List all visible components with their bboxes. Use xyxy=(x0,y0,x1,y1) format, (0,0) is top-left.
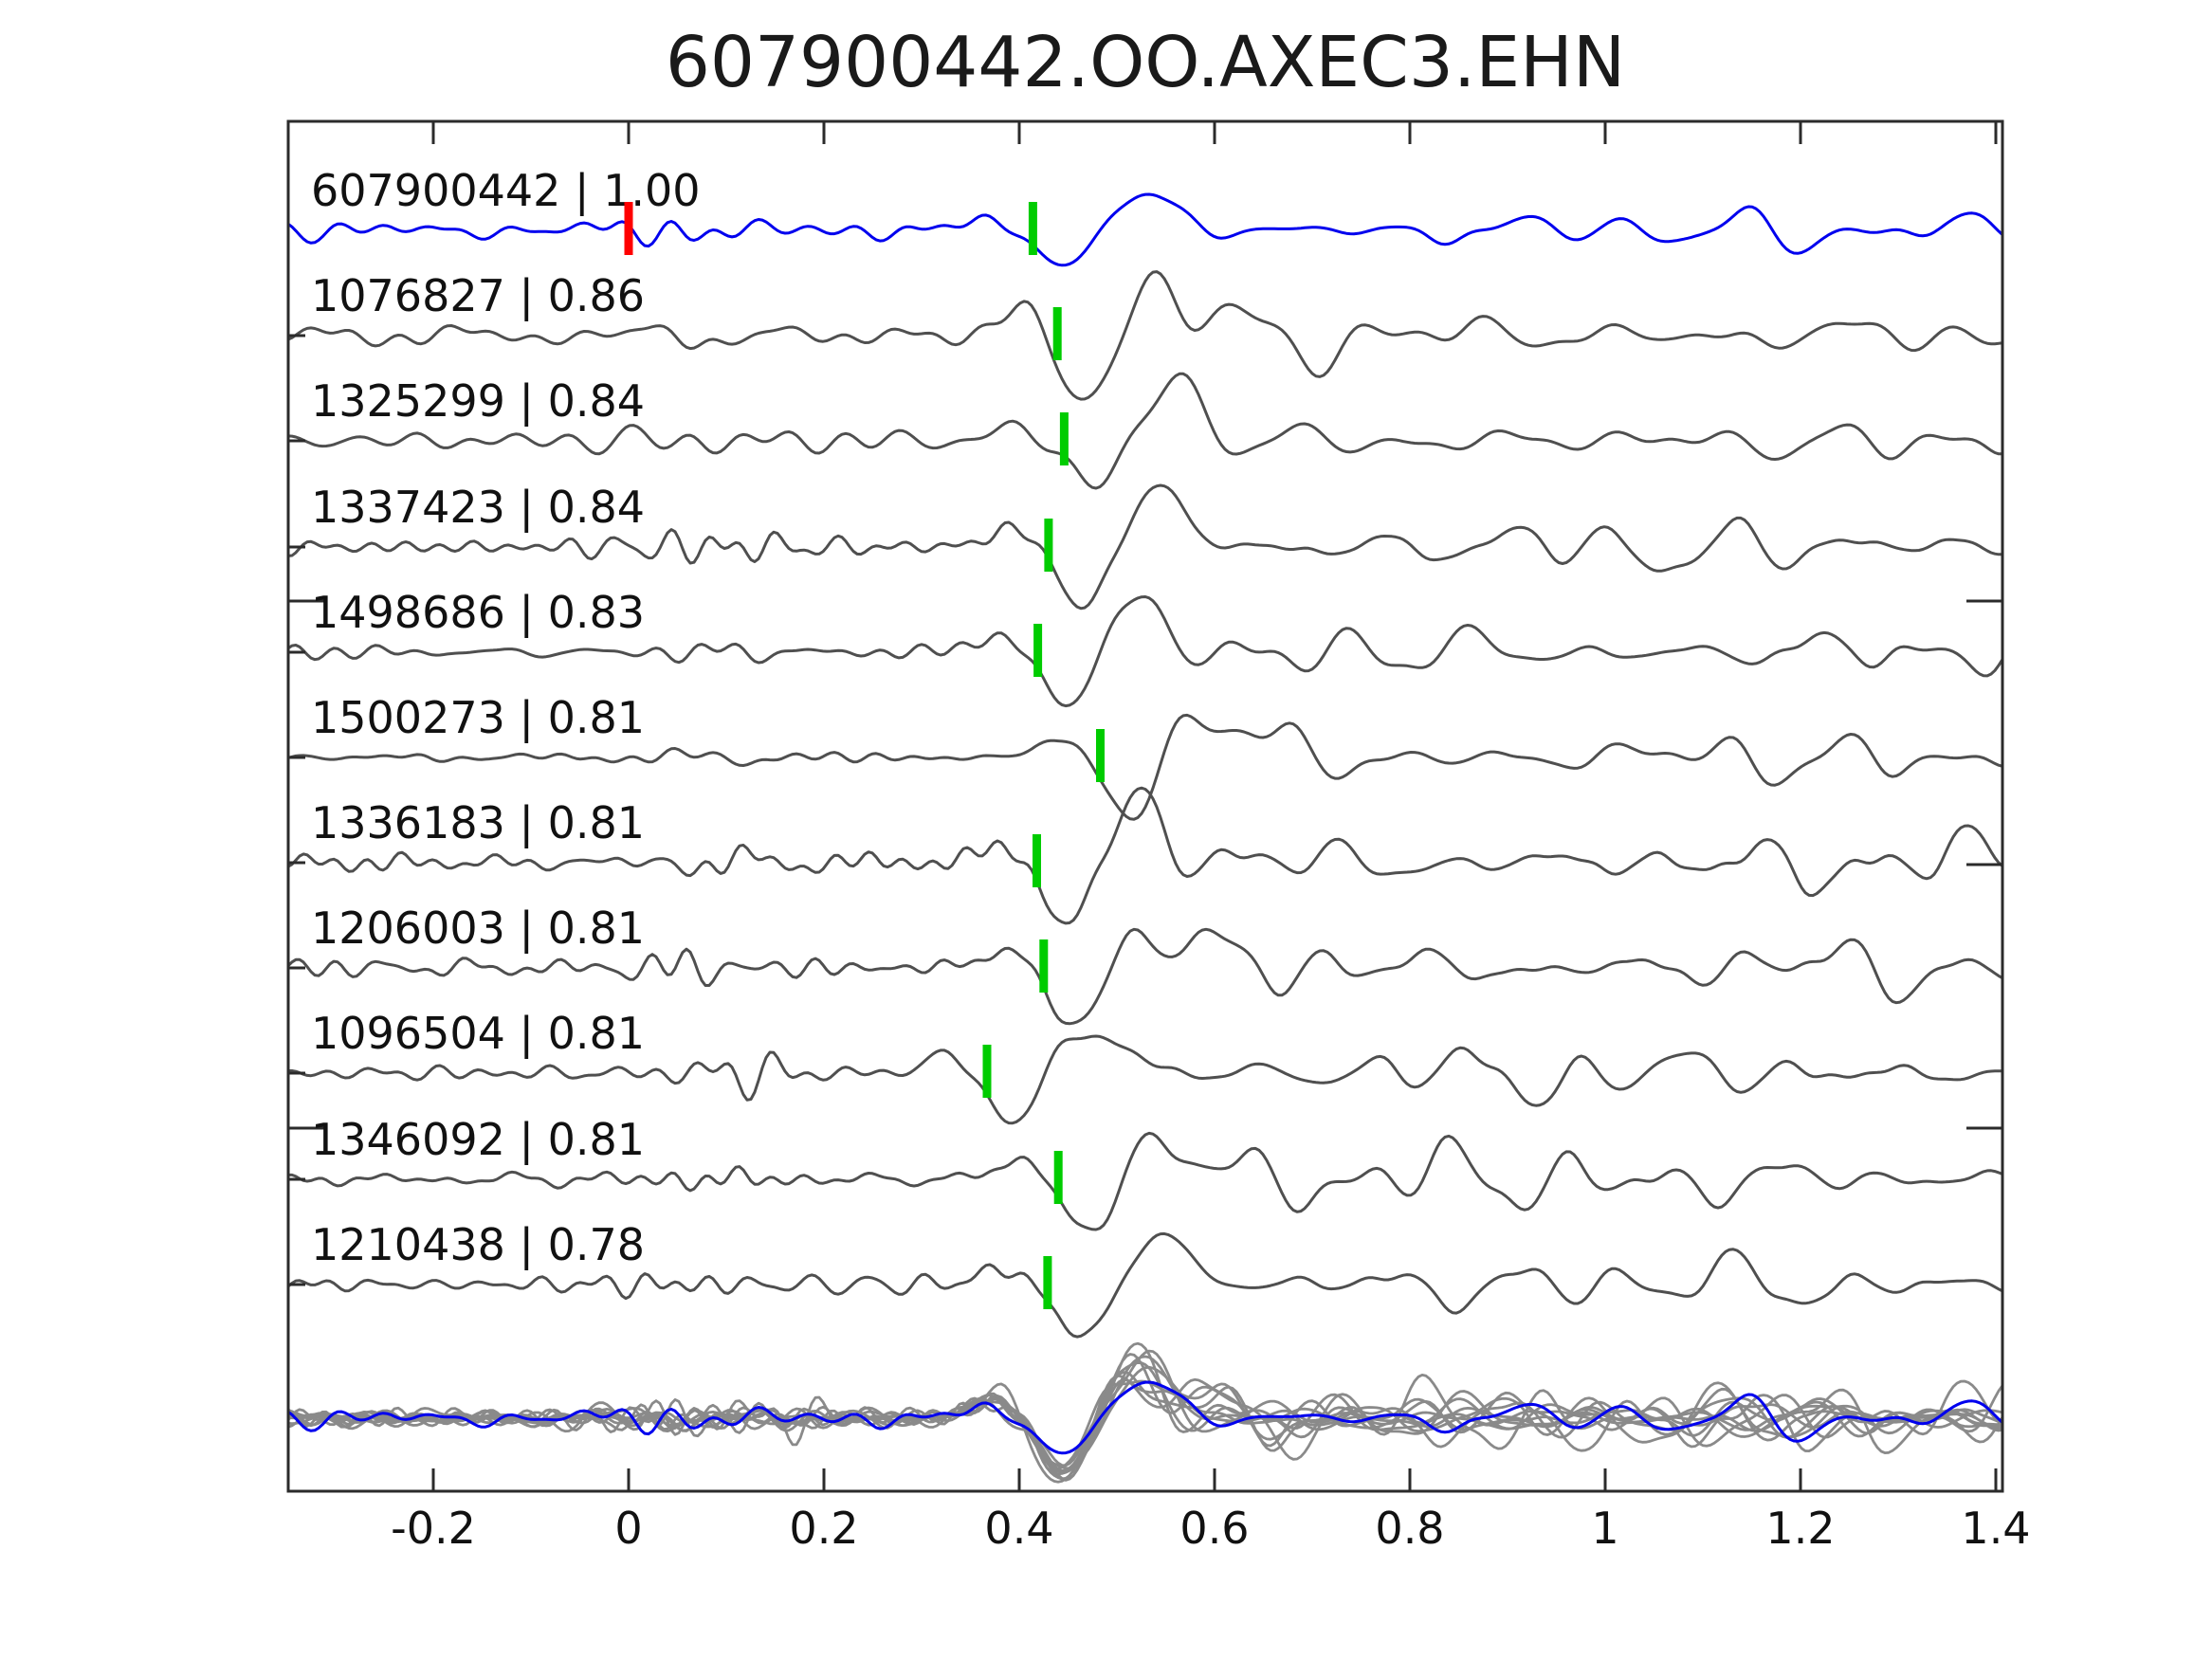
pick-marker-icon xyxy=(1039,939,1049,993)
pick-marker-icon xyxy=(1033,624,1043,677)
matched-trace xyxy=(288,372,2002,490)
x-tick-label: 0.6 xyxy=(1179,1503,1249,1554)
template-trace xyxy=(288,192,2002,267)
figure-title: 607900442.OO.AXEC3.EHN xyxy=(665,22,1626,103)
x-tick-label: 0.8 xyxy=(1375,1503,1444,1554)
reference-marker-icon xyxy=(624,202,633,255)
plot-frame xyxy=(286,119,2004,1493)
trace-label: 1206003 | 0.81 xyxy=(311,902,645,955)
pick-marker-icon xyxy=(982,1045,992,1098)
x-tick-label: -0.2 xyxy=(391,1503,476,1554)
trace-label: 1346092 | 0.81 xyxy=(311,1114,645,1166)
trace-area xyxy=(288,192,2002,1484)
pick-marker-icon xyxy=(1096,729,1105,782)
trace-label: 1337423 | 0.84 xyxy=(311,482,645,534)
trace-label: 1076827 | 0.86 xyxy=(311,270,645,322)
overlay-trace xyxy=(288,1377,2002,1476)
x-tick-label: 1.4 xyxy=(1961,1503,2030,1554)
overlay-template-trace xyxy=(288,1380,2002,1455)
x-tick-label: 0.2 xyxy=(789,1503,858,1554)
pick-marker-icon xyxy=(1053,1151,1063,1204)
trace-label: 1498686 | 0.83 xyxy=(311,587,645,639)
trace-label: 607900442 | 1.00 xyxy=(311,165,701,217)
matched-trace xyxy=(288,786,2002,925)
matched-trace xyxy=(288,1131,2002,1231)
pick-marker-icon xyxy=(1043,1256,1052,1309)
trace-label: 1500273 | 0.81 xyxy=(311,692,645,744)
pick-marker-icon xyxy=(1033,834,1041,887)
matched-trace xyxy=(288,1034,2002,1125)
x-tick-label: 0.4 xyxy=(984,1503,1053,1554)
trace-label: 1336183 | 0.81 xyxy=(311,797,645,849)
matched-trace xyxy=(288,270,2002,401)
trace-label: 1096504 | 0.81 xyxy=(311,1008,645,1060)
pick-marker-icon xyxy=(1059,412,1069,465)
overlay-trace xyxy=(288,1365,2002,1472)
matched-trace xyxy=(288,1231,2002,1339)
pick-marker-icon xyxy=(1028,202,1037,255)
matched-trace xyxy=(288,713,2002,821)
x-tick-label: 0 xyxy=(614,1503,642,1554)
x-tick-label: 1.2 xyxy=(1765,1503,1835,1554)
x-tick-label: 1 xyxy=(1591,1503,1618,1554)
trace-label: 1210438 | 0.78 xyxy=(311,1219,645,1271)
matched-trace xyxy=(288,927,2002,1026)
overlay-trace xyxy=(288,1355,2002,1482)
pick-marker-icon xyxy=(1044,519,1053,572)
trace-label: 1325299 | 0.84 xyxy=(311,375,645,428)
matched-trace xyxy=(288,595,2002,708)
matched-trace xyxy=(288,483,2002,611)
pick-marker-icon xyxy=(1052,307,1062,360)
